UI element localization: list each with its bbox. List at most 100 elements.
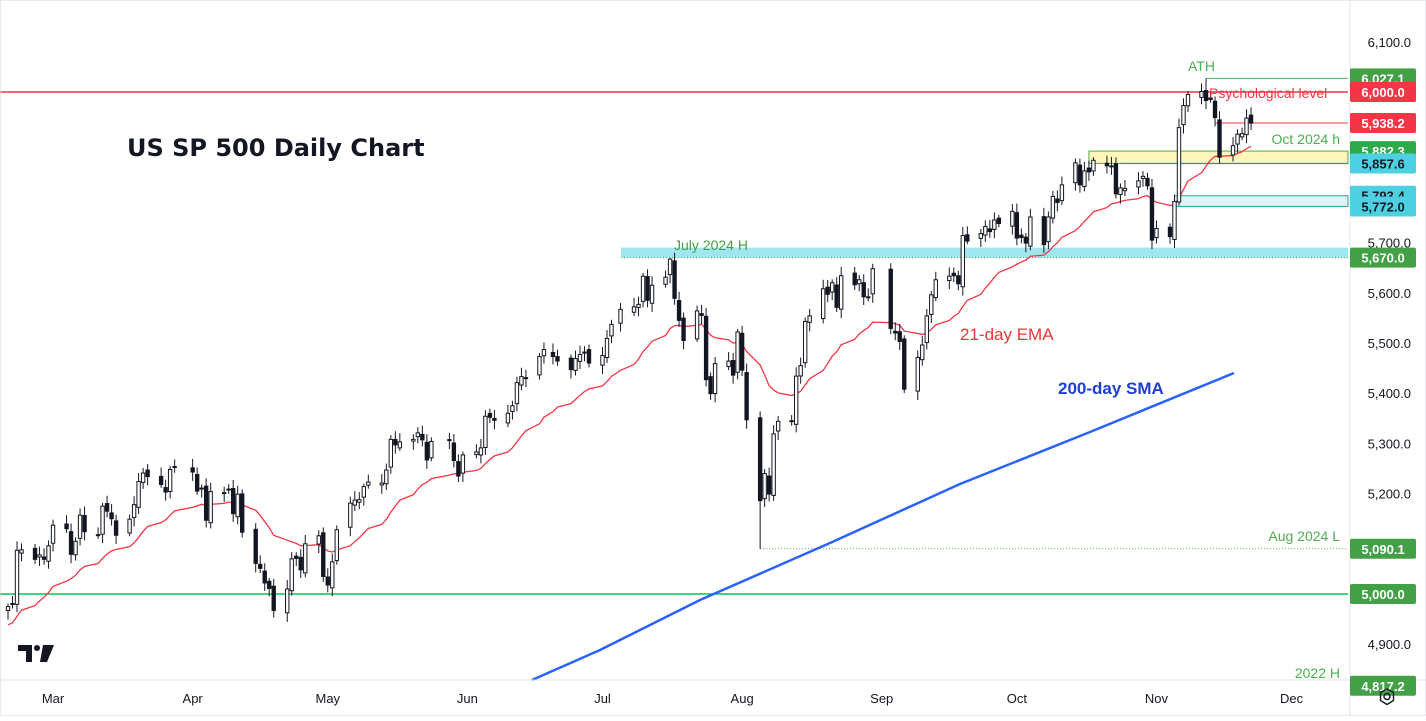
candle — [947, 267, 952, 290]
candle — [1050, 191, 1056, 224]
candle — [379, 474, 385, 494]
sma-200-line — [531, 371, 1235, 682]
candle — [253, 523, 258, 573]
candle-body — [357, 499, 362, 503]
candle — [960, 226, 965, 296]
candle-body — [726, 360, 731, 368]
candle — [334, 525, 339, 565]
price-badge-bg — [1350, 113, 1416, 134]
candle — [510, 400, 515, 420]
candle — [1212, 96, 1218, 127]
candle — [203, 478, 209, 528]
y-tick-label: 5,600.0 — [1368, 286, 1411, 301]
candle — [357, 492, 362, 510]
candle — [32, 543, 38, 564]
candle — [933, 271, 938, 301]
candle-body — [221, 492, 227, 495]
candle-body — [1014, 212, 1020, 239]
candle-body — [775, 420, 781, 432]
candle — [136, 472, 141, 514]
candle — [604, 330, 610, 364]
aug-low-annotation: Aug 2024 L — [1268, 528, 1340, 544]
candle-body — [870, 268, 875, 295]
candle-body — [573, 358, 578, 371]
candle-body — [163, 487, 168, 493]
candle — [5, 603, 11, 620]
candle-body — [258, 563, 263, 569]
candle — [1028, 208, 1033, 251]
candle-body — [41, 556, 47, 560]
price-badge-bg — [1350, 247, 1416, 268]
candle — [618, 303, 623, 332]
candle-body — [1140, 175, 1146, 179]
candle — [1136, 172, 1141, 195]
price-badge-label: 5,000.0 — [1361, 587, 1404, 602]
candle-body — [140, 472, 146, 483]
candle-body — [1203, 89, 1209, 102]
candle-body — [1023, 236, 1029, 244]
candle-body — [348, 502, 353, 528]
candle — [577, 345, 583, 370]
candle — [330, 553, 335, 597]
candle — [681, 312, 686, 350]
candle — [46, 540, 51, 569]
candle — [663, 270, 668, 288]
candle-body — [478, 447, 484, 456]
y-tick-label: 5,700.0 — [1368, 236, 1411, 251]
candle-body — [1199, 90, 1204, 98]
candle — [77, 508, 83, 546]
candle — [199, 484, 204, 498]
y-tick-label: 4,900.0 — [1368, 637, 1411, 652]
candle — [582, 346, 587, 362]
tradingview-logo[interactable] — [16, 642, 58, 664]
candle-body — [1167, 226, 1173, 238]
candle-body — [68, 531, 74, 555]
candle — [987, 219, 993, 238]
candle — [1167, 223, 1173, 244]
price-badge-label: 5,938.2 — [1361, 116, 1404, 131]
price-badge-label: 5,857.6 — [1361, 156, 1404, 171]
candle-body — [956, 275, 961, 285]
sma-layer — [531, 371, 1235, 682]
candle — [1104, 155, 1110, 174]
candle-body — [888, 268, 893, 329]
candle-body — [1149, 187, 1155, 241]
x-tick-label: Jul — [594, 691, 611, 706]
sma-annotation: 200-day SMA — [1058, 379, 1164, 398]
candle — [163, 479, 168, 501]
candle-body — [789, 420, 794, 423]
psychological-annotation: Psychological level — [1209, 85, 1327, 101]
candle-body — [1239, 133, 1245, 138]
candle-body — [519, 376, 524, 386]
candle-body — [158, 475, 164, 486]
candle — [1059, 176, 1065, 206]
candle — [771, 425, 776, 501]
candle — [929, 291, 934, 324]
candle-body — [1041, 216, 1047, 246]
candle — [1244, 109, 1249, 144]
candle-body — [113, 520, 119, 536]
candle — [82, 506, 87, 541]
candle — [483, 410, 488, 455]
candle — [1181, 98, 1186, 134]
candle-body — [460, 454, 466, 474]
candle-body — [929, 294, 934, 315]
candle — [1199, 83, 1204, 105]
candle-body — [361, 486, 366, 498]
candle — [100, 502, 105, 544]
candle-body — [947, 275, 952, 281]
candle — [807, 309, 812, 332]
candle — [271, 578, 276, 618]
candle-body — [330, 561, 335, 589]
x-tick-label: Dec — [1280, 691, 1304, 706]
chart-settings-icon[interactable] — [1376, 686, 1398, 708]
candle-body — [131, 504, 137, 519]
candle — [325, 568, 330, 593]
candle — [726, 352, 731, 371]
candle — [586, 344, 592, 368]
candle — [456, 454, 461, 483]
candle-body — [100, 505, 105, 535]
candle — [429, 437, 434, 462]
candle — [956, 270, 961, 291]
